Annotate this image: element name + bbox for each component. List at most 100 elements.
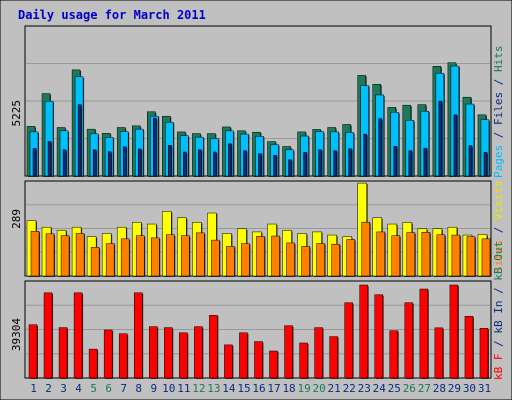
- legend-part-0: kB F: [492, 354, 505, 381]
- bar-kb-f-day-5: [88, 348, 98, 379]
- bar-kb-f-day-24: [374, 294, 383, 379]
- bar-kb-f-day-15: [239, 332, 248, 379]
- legend-part-2: Files: [492, 92, 505, 125]
- bar-sites-day-22: [346, 239, 355, 277]
- x-label-day-26: 26: [403, 382, 416, 395]
- x-label-day-7: 7: [120, 382, 127, 395]
- bar-pages-day-17: [273, 155, 277, 177]
- x-label-day-17: 17: [267, 382, 280, 395]
- bar-kb-f-day-9: [149, 326, 158, 379]
- bar-sites-day-29: [451, 234, 461, 277]
- bar-pages-day-19: [303, 152, 307, 177]
- bar-pages-day-12: [198, 149, 202, 177]
- panel-visits-sites: [24, 180, 492, 277]
- legend-part-3: /: [492, 72, 505, 92]
- bar-pages-day-27: [423, 147, 428, 177]
- bar-sites-day-21: [331, 243, 340, 277]
- bar-sites-day-27: [421, 231, 431, 277]
- bar-sites-day-7: [120, 238, 130, 277]
- bar-pages-day-2: [47, 141, 52, 177]
- bar-pages-day-25: [393, 145, 398, 177]
- bar-pages-day-6: [107, 151, 112, 177]
- x-label-day-4: 4: [75, 382, 82, 395]
- panel-kbytes: [24, 280, 492, 379]
- x-label-day-24: 24: [373, 382, 387, 395]
- bar-kb-f-day-18: [284, 325, 293, 379]
- x-label-day-10: 10: [162, 382, 175, 395]
- bar-kb-f-day-3: [58, 327, 68, 379]
- bar-sites-day-10: [166, 234, 175, 277]
- bar-pages-day-1: [32, 148, 37, 177]
- bar-kb-f-day-23: [359, 284, 368, 379]
- bar-sites-day-1: [30, 231, 40, 277]
- bar-kb-f-day-8: [133, 292, 143, 379]
- bar-kb-f-day-1: [28, 324, 38, 379]
- x-label-day-25: 25: [388, 382, 401, 395]
- legend-part-2: kB In: [492, 301, 505, 334]
- bar-kb-f-day-21: [329, 336, 338, 379]
- x-label-day-29: 29: [448, 382, 461, 395]
- x-label-day-14: 14: [222, 382, 236, 395]
- legend-part-2: Visits: [492, 180, 505, 220]
- bar-pages-day-4: [77, 104, 82, 177]
- y-max-top: 5225: [10, 100, 23, 127]
- x-label-day-21: 21: [328, 382, 341, 395]
- bar-sites-day-12: [196, 232, 205, 277]
- bar-kb-f-day-25: [389, 330, 399, 379]
- chart-title: Daily usage for March 2011: [18, 8, 206, 22]
- x-label-day-9: 9: [150, 382, 157, 395]
- bar-kb-f-day-4: [73, 292, 83, 379]
- bar-kb-f-day-28: [434, 327, 444, 379]
- x-label-day-13: 13: [207, 382, 220, 395]
- bar-sites-day-20: [316, 243, 325, 277]
- y-max-bottom: 39304: [10, 318, 23, 351]
- bar-kb-f-day-10: [164, 327, 173, 379]
- bar-kb-f-day-6: [103, 329, 113, 379]
- x-label-day-23: 23: [358, 382, 371, 395]
- bar-sites-day-13: [211, 239, 220, 277]
- bar-pages-day-9: [153, 117, 157, 177]
- x-label-day-18: 18: [282, 382, 295, 395]
- bar-kb-f-day-17: [269, 350, 278, 379]
- x-label-day-1: 1: [30, 382, 37, 395]
- bar-pages-day-3: [62, 149, 67, 177]
- bar-pages-day-13: [213, 151, 217, 177]
- x-label-day-31: 31: [478, 382, 491, 395]
- x-label-day-19: 19: [297, 382, 310, 395]
- bar-sites-day-18: [286, 242, 295, 277]
- bar-sites-day-8: [135, 235, 145, 277]
- legend-part-1: /: [492, 125, 505, 145]
- bar-sites-day-28: [436, 234, 446, 277]
- bar-pages-day-10: [168, 145, 172, 177]
- x-label-day-8: 8: [135, 382, 142, 395]
- bar-pages-day-23: [363, 133, 367, 177]
- panel-pages-files-hits: [24, 25, 492, 177]
- x-label-day-28: 28: [433, 382, 446, 395]
- bar-kb-f-day-16: [254, 341, 263, 379]
- legend-part-3: /: [492, 281, 505, 301]
- legend-part-1: /: [492, 220, 505, 240]
- bar-kb-f-day-22: [344, 302, 353, 379]
- bar-kb-f-day-20: [314, 327, 323, 379]
- bar-sites-day-4: [75, 233, 85, 277]
- x-label-day-20: 20: [313, 382, 326, 395]
- bar-kb-f-day-13: [209, 315, 218, 379]
- x-label-day-6: 6: [105, 382, 112, 395]
- bar-kb-f-day-30: [464, 315, 474, 379]
- x-label-day-22: 22: [343, 382, 356, 395]
- bar-sites-day-2: [45, 233, 55, 277]
- bar-pages-day-24: [378, 118, 382, 177]
- bar-kb-f-day-14: [224, 344, 233, 379]
- bar-sites-day-24: [376, 231, 385, 277]
- bar-sites-day-17: [271, 235, 280, 277]
- bar-kb-f-day-29: [449, 284, 459, 379]
- x-label-day-3: 3: [60, 382, 67, 395]
- bar-pages-day-31: [483, 152, 488, 177]
- x-label-day-5: 5: [90, 382, 97, 395]
- bar-pages-day-29: [453, 114, 458, 177]
- bar-sites-day-23: [361, 221, 370, 277]
- bar-sites-day-31: [481, 238, 491, 277]
- bar-kb-f-day-12: [194, 326, 203, 379]
- bar-sites-day-25: [391, 235, 401, 277]
